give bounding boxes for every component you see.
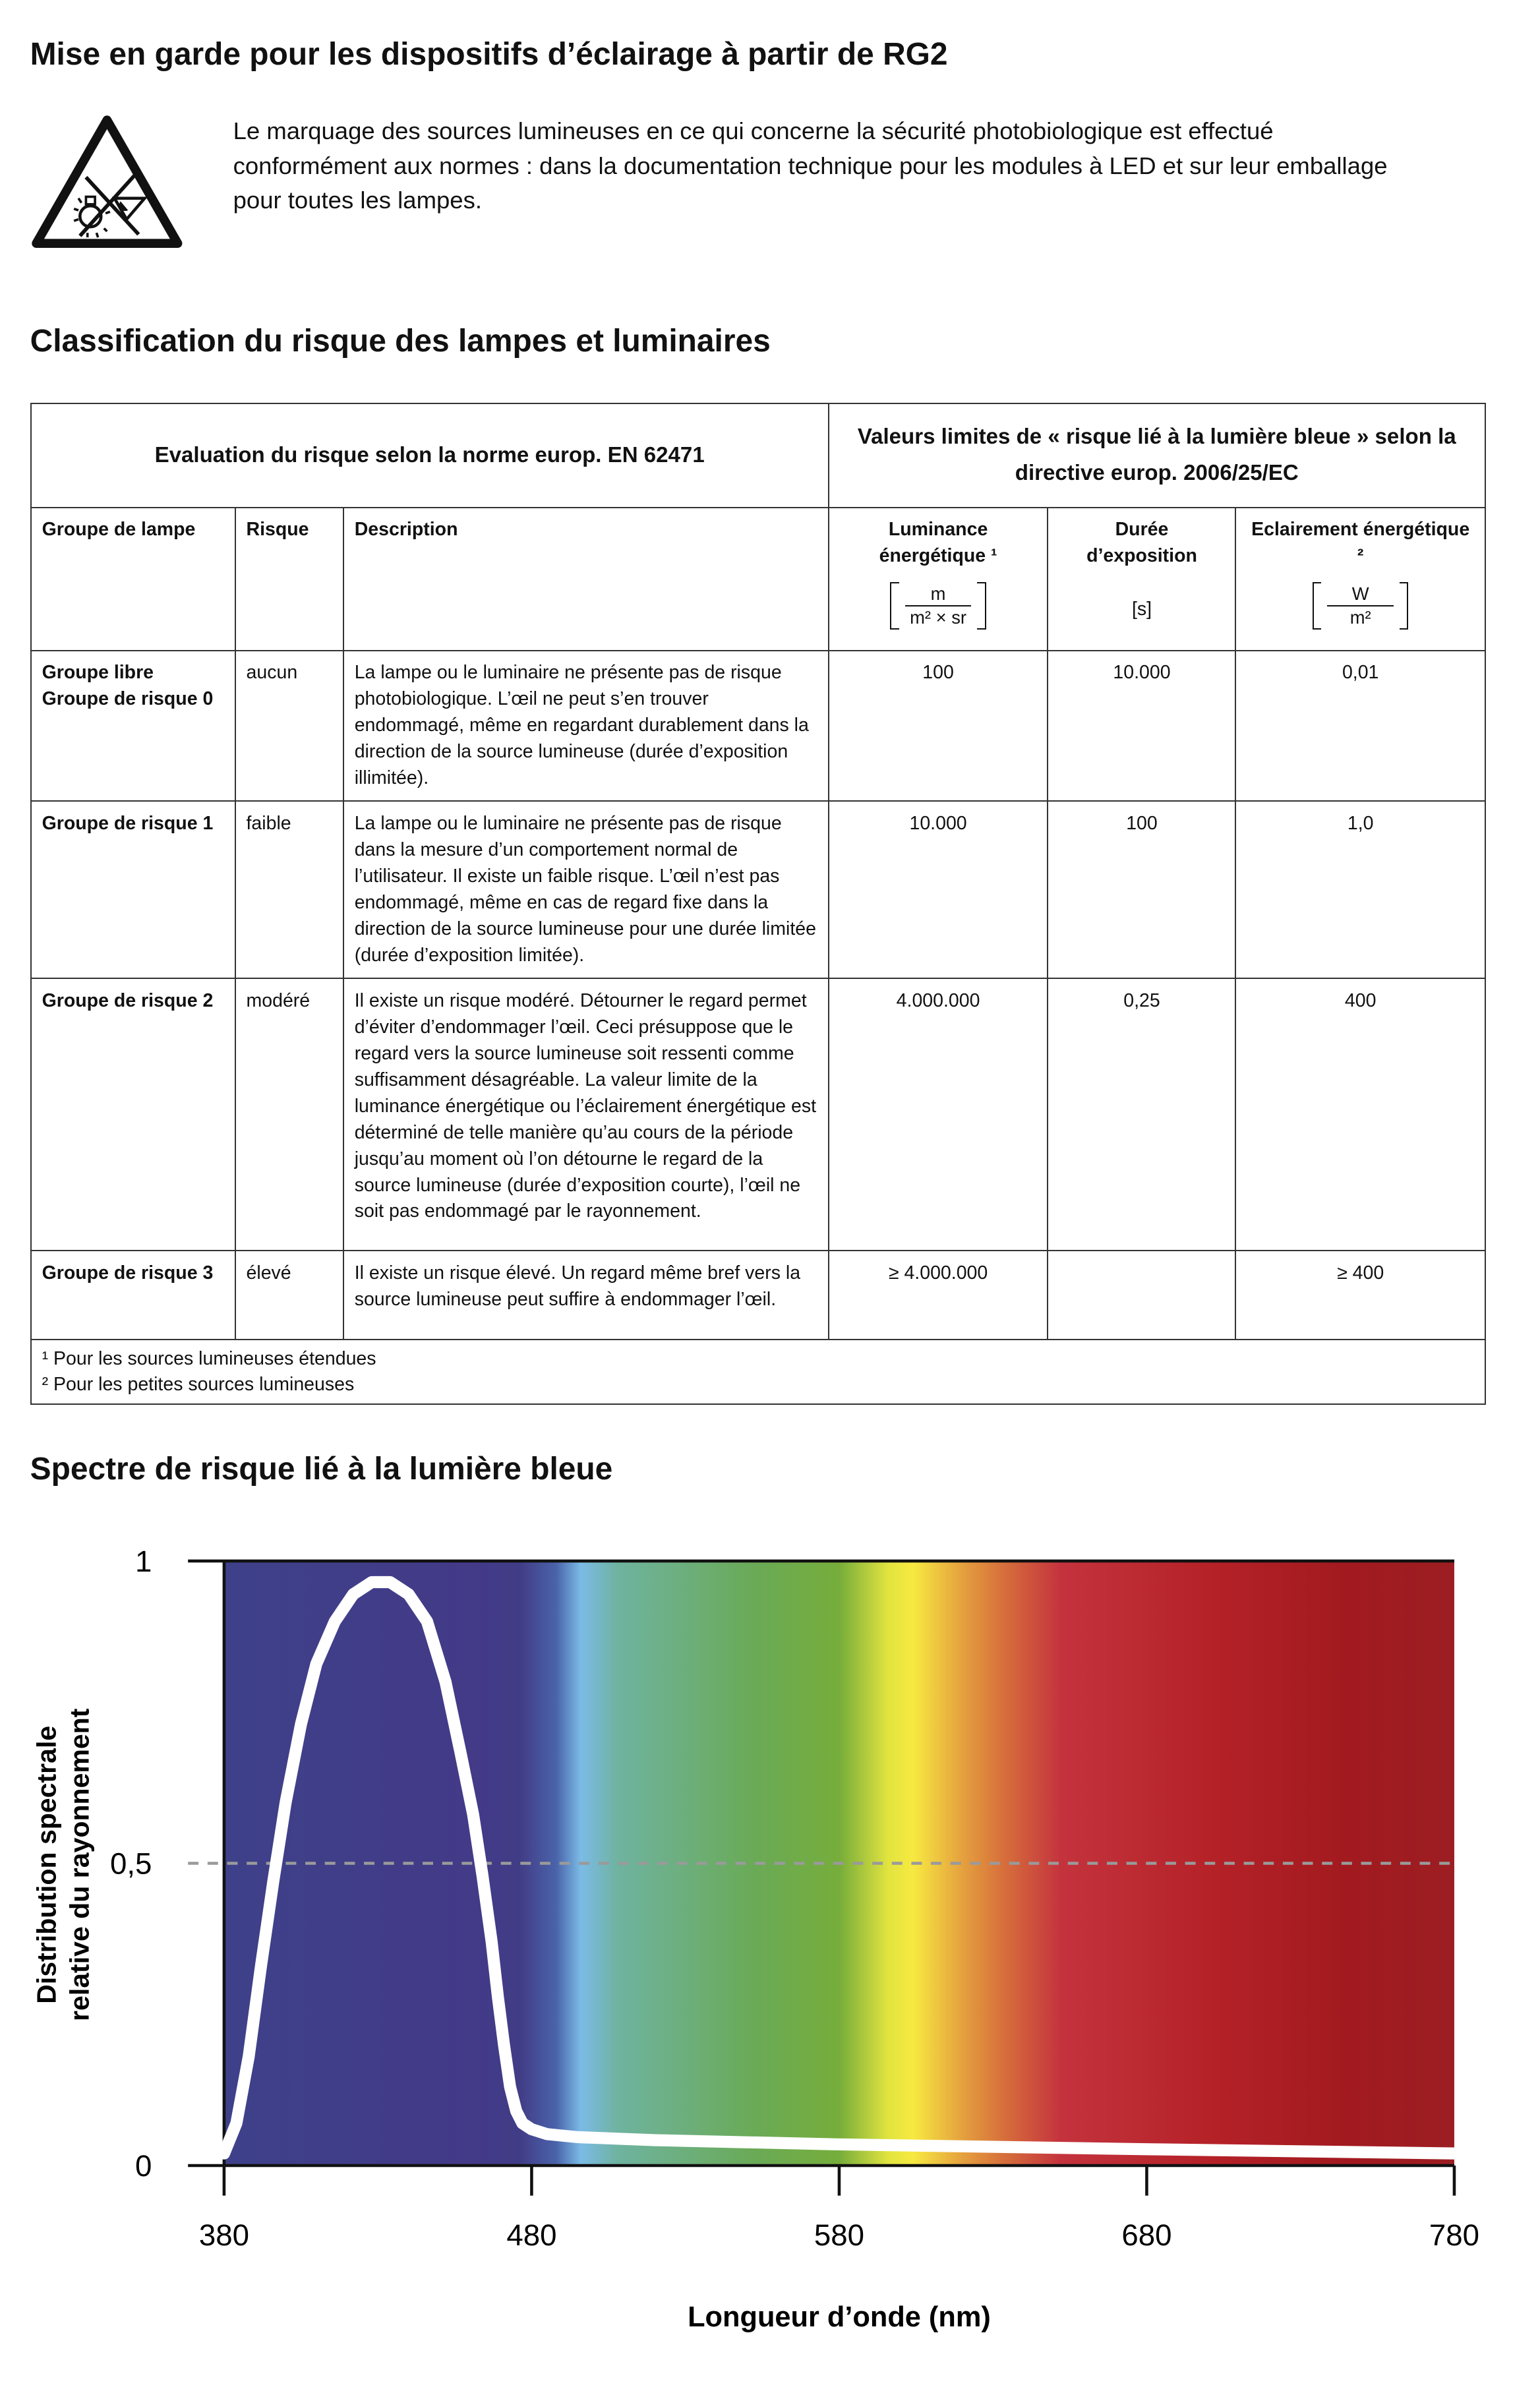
group-cell: Groupe de risque 2	[30, 978, 236, 1252]
x-tick-label: 580	[814, 2218, 864, 2252]
table-row: Groupe de risque 2 modéré Il existe un r…	[30, 978, 1486, 1252]
description-cell: Il existe un risque élevé. Un regard mêm…	[342, 1250, 829, 1340]
col-duration-label: Durée d’exposition	[1086, 519, 1197, 567]
blue-light-risk-curve	[218, 1576, 1461, 2160]
table-row: Groupe de risque 1 faible La lampe ou le…	[30, 800, 1486, 980]
luminance-cell: 10.000	[827, 800, 1049, 980]
duration-cell: 0,25	[1047, 978, 1237, 1252]
col-description: Description	[342, 506, 829, 651]
blue-light-warning-icon	[31, 115, 183, 249]
footnote-2: ² Pour les petites sources lumineuses	[42, 1373, 355, 1395]
col-group: Groupe de lampe	[30, 506, 236, 651]
section-title-warning: Mise en garde pour les dispositifs d’écl…	[30, 36, 948, 72]
duration-unit: [s]	[1131, 599, 1152, 620]
luminance-unit: m m² × sr	[890, 581, 986, 630]
description-cell: La lampe ou le luminaire ne présente pas…	[342, 649, 829, 802]
irradiance-cell: 0,01	[1235, 649, 1486, 802]
risk-cell: élevé	[234, 1250, 344, 1340]
duration-cell: 10.000	[1047, 649, 1237, 802]
unit-denominator: m²	[1349, 606, 1371, 628]
section-title-classification: Classification du risque des lampes et l…	[30, 324, 771, 359]
x-tick-label: 380	[199, 2218, 249, 2252]
risk-cell: aucun	[234, 649, 344, 802]
luminance-cell: ≥ 4.000.000	[827, 1250, 1049, 1340]
luminance-cell: 100	[827, 649, 1049, 802]
unit-denominator: m² × sr	[910, 606, 967, 628]
group-name: Groupe libre	[42, 662, 154, 684]
col-luminance: Luminance énergétique ¹ m m² × sr	[827, 506, 1049, 651]
risk-cell: faible	[234, 800, 344, 980]
duration-cell	[1047, 1250, 1237, 1340]
col-irradiance-label: Eclairement énergétique ²	[1251, 519, 1470, 567]
footnote-1: ¹ Pour les sources lumineuses étendues	[42, 1348, 376, 1370]
col-luminance-label: Luminance énergétique ¹	[879, 519, 997, 567]
irradiance-cell: 400	[1235, 978, 1486, 1252]
group-cell: Groupe libre Groupe de risque 0	[30, 649, 236, 802]
duration-cell: 100	[1047, 800, 1237, 980]
description-cell: La lampe ou le luminaire ne présente pas…	[342, 800, 829, 980]
x-tick-label: 680	[1121, 2218, 1171, 2252]
footnotes: ¹ Pour les sources lumineuses étendues ² …	[30, 1338, 1486, 1405]
col-risk: Risque	[234, 506, 344, 651]
table-row: Groupe libre Groupe de risque 0 aucun La …	[30, 649, 1486, 802]
y-axis-label-line2: relative du rayonnement	[65, 1708, 95, 2021]
y-tick-label: 0,5	[110, 1846, 152, 1880]
y-axis-label-line1: Distribution spectrale	[31, 1726, 61, 2004]
header-limit-values: Valeurs limites de « risque lié à la lum…	[827, 403, 1486, 508]
header-evaluation: Evaluation du risque selon la norme euro…	[30, 403, 829, 508]
x-tick-label: 780	[1429, 2218, 1479, 2252]
risk-classification-table: Evaluation du risque selon la norme euro…	[30, 403, 1486, 1405]
table-row: Groupe de risque 3 élevé Il existe un ri…	[30, 1250, 1486, 1340]
section-title-spectrum: Spectre de risque lié à la lumière bleue	[30, 1452, 613, 1487]
unit-numerator: W	[1327, 583, 1394, 606]
irradiance-cell: ≥ 400	[1235, 1250, 1486, 1340]
warning-text: Le marquage des sources lumineuses en ce…	[233, 117, 1388, 214]
y-tick-label: 1	[135, 1545, 152, 1578]
irradiance-cell: 1,0	[1235, 800, 1486, 980]
group-cell: Groupe de risque 1	[30, 800, 236, 980]
risk-cell: modéré	[234, 978, 344, 1252]
y-tick-label: 0	[135, 2149, 152, 2183]
group-cell: Groupe de risque 3	[30, 1250, 236, 1340]
footnotes-row: ¹ Pour les sources lumineuses étendues ² …	[30, 1338, 1486, 1405]
description-cell: Il existe un risque modéré. Détourner le…	[342, 978, 829, 1252]
x-tick-label: 480	[506, 2218, 556, 2252]
col-duration: Durée d’exposition [s]	[1047, 506, 1237, 651]
luminance-cell: 4.000.000	[827, 978, 1049, 1252]
group-name-2: Groupe de risque 0	[42, 688, 214, 710]
unit-numerator: m	[904, 583, 972, 606]
x-axis-label: Longueur d’onde (nm)	[688, 2301, 991, 2333]
